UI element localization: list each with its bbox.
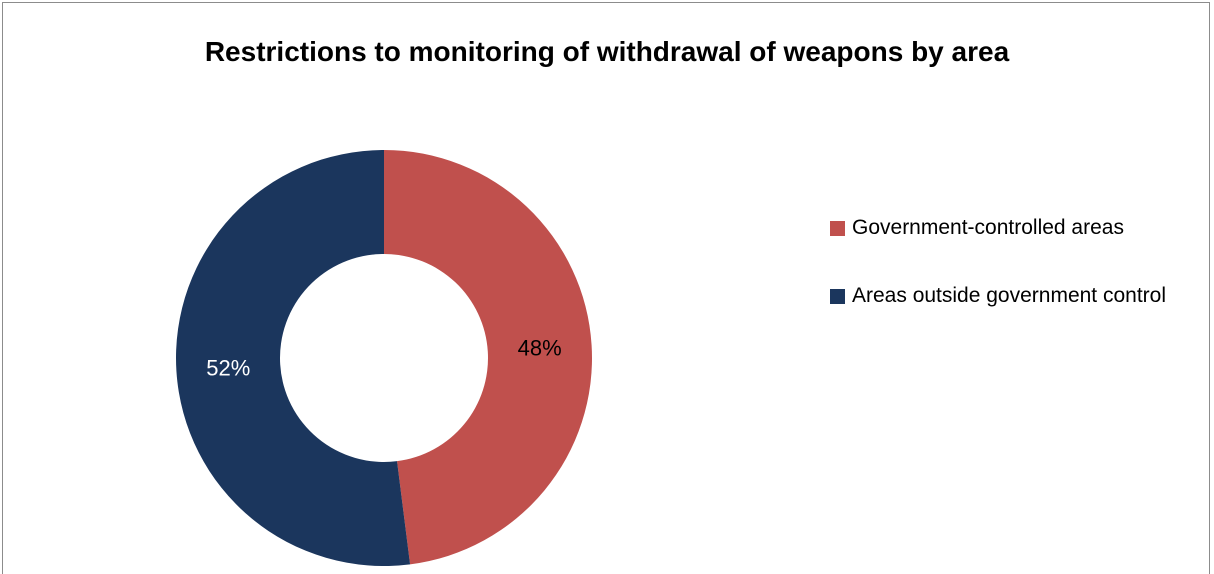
legend-swatch-government-controlled <box>830 221 845 236</box>
slice-value-label-0: 48% <box>518 336 562 361</box>
slice-value-label-1: 52% <box>206 355 250 380</box>
legend-label-outside-government-control: Areas outside government control <box>852 284 1167 307</box>
chart-title: Restrictions to monitoring of withdrawal… <box>204 36 1010 67</box>
legend-item-government-controlled: Government-controlled areas <box>830 212 1210 244</box>
legend-label-government-controlled: Government-controlled areas <box>852 216 1124 239</box>
donut-slice-0 <box>384 150 593 565</box>
donut-slice-1 <box>176 150 411 566</box>
legend-swatch-outside-government-control <box>830 289 845 304</box>
legend: Government-controlled areas Areas outsid… <box>830 212 1210 348</box>
legend-item-outside-government-control: Areas outside government control <box>830 280 1210 312</box>
